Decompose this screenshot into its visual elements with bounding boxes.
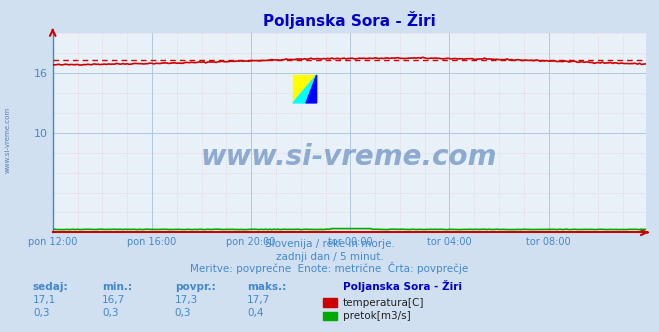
Text: 17,1: 17,1 [33, 295, 56, 305]
Text: 17,7: 17,7 [247, 295, 270, 305]
Text: 17,3: 17,3 [175, 295, 198, 305]
Text: min.:: min.: [102, 283, 132, 292]
Text: povpr.:: povpr.: [175, 283, 215, 292]
Text: 0,3: 0,3 [33, 308, 49, 318]
Text: temperatura[C]: temperatura[C] [343, 298, 424, 308]
Polygon shape [293, 75, 316, 103]
Text: pretok[m3/s]: pretok[m3/s] [343, 311, 411, 321]
Text: 0,3: 0,3 [175, 308, 191, 318]
Title: Poljanska Sora - Žiri: Poljanska Sora - Žiri [263, 11, 436, 29]
Polygon shape [293, 75, 316, 103]
Text: www.si-vreme.com: www.si-vreme.com [201, 143, 498, 171]
Text: Poljanska Sora - Žiri: Poljanska Sora - Žiri [343, 281, 462, 292]
Text: Meritve: povprečne  Enote: metrične  Črta: povprečje: Meritve: povprečne Enote: metrične Črta:… [190, 262, 469, 274]
Text: zadnji dan / 5 minut.: zadnji dan / 5 minut. [275, 252, 384, 262]
Text: 0,4: 0,4 [247, 308, 264, 318]
Text: sedaj:: sedaj: [33, 283, 69, 292]
Text: 0,3: 0,3 [102, 308, 119, 318]
Text: 16,7: 16,7 [102, 295, 125, 305]
Text: www.si-vreme.com: www.si-vreme.com [5, 106, 11, 173]
Text: Slovenija / reke in morje.: Slovenija / reke in morje. [264, 239, 395, 249]
Text: maks.:: maks.: [247, 283, 287, 292]
Polygon shape [306, 75, 316, 103]
